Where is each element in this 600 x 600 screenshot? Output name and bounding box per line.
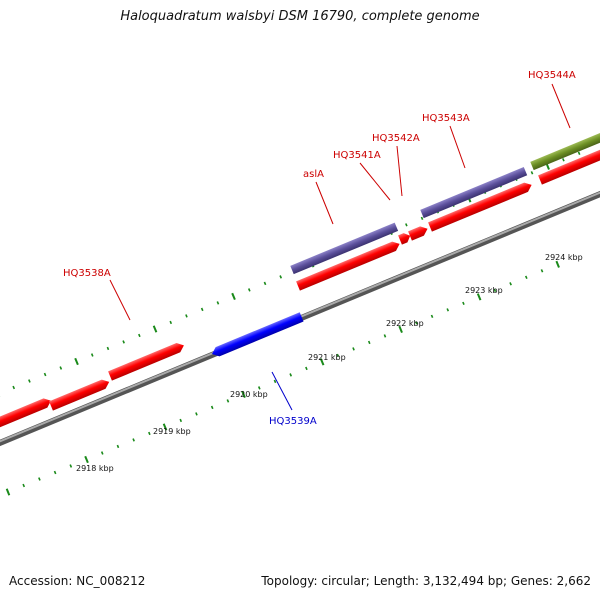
- upper-scale-tick: [247, 288, 251, 292]
- lower-scale-tick: [415, 321, 418, 325]
- scale-label-2923: 2923 kbp: [465, 286, 503, 295]
- scale-label-2919: 2919 kbp: [153, 427, 191, 436]
- lower-scale-tick: [336, 353, 340, 358]
- upper-scale-tick: [122, 340, 125, 344]
- upper-scale-tick: [12, 385, 16, 390]
- lower-scale-tick: [305, 366, 308, 371]
- upper-scale-tick: [28, 379, 31, 383]
- gene-hq3538a: [108, 343, 184, 381]
- gene-arrow-2: [49, 379, 110, 411]
- upper-scale-tick: [577, 151, 581, 156]
- upper-scale-tick: [405, 223, 408, 227]
- upper-scale-tick: [169, 320, 173, 325]
- label-hq3541a: HQ3541A: [333, 150, 381, 161]
- lower-scale-tick: [84, 455, 89, 464]
- upper-scale-tick: [185, 314, 188, 318]
- lower-scale-tick: [226, 399, 230, 403]
- lower-scale-tick: [241, 390, 246, 398]
- lower-scale-tick: [319, 358, 325, 366]
- label-hq3538a: HQ3538A: [63, 268, 111, 279]
- lower-scale-tick: [195, 412, 198, 416]
- scale-labels: 2918 kbp 2919 kbp 2920 kbp 2921 kbp 2922…: [76, 253, 583, 473]
- label-leaders: [109, 83, 571, 411]
- upper-scale-tick: [152, 325, 158, 333]
- gene-arrow-1: [0, 398, 51, 431]
- label-hq3539a: HQ3539A: [269, 416, 317, 427]
- label-hq3543a: HQ3543A: [422, 113, 470, 124]
- lower-scale-tick: [273, 379, 277, 384]
- lower-scale-tick: [100, 451, 104, 455]
- upper-scale-tick: [59, 366, 63, 370]
- upper-scale-tick: [530, 171, 534, 175]
- scale-label-2924: 2924 kbp: [545, 253, 583, 262]
- cds-hq3543a: [420, 166, 528, 219]
- lower-scale-tick: [5, 488, 11, 496]
- lower-scale-tick: [148, 431, 151, 436]
- scale-label-2918: 2918 kbp: [76, 464, 114, 473]
- upper-scale-tick: [562, 158, 565, 162]
- lower-scale-tick: [38, 477, 41, 481]
- lower-scale-tick: [132, 438, 135, 442]
- gene-hq3543a: [428, 182, 532, 232]
- lower-scale-tick: [493, 288, 497, 293]
- cds-track: [290, 129, 600, 275]
- upper-scale-tick: [200, 307, 204, 312]
- upper-scale-tick: [106, 346, 110, 351]
- genome-title: Haloquadratum walsbyi DSM 16790, complet…: [120, 9, 480, 24]
- upper-scale-tick: [138, 333, 141, 338]
- gene-track-reverse: [212, 312, 304, 357]
- lower-scale-tick: [509, 282, 512, 286]
- upper-scale-tick: [216, 301, 220, 305]
- upper-scale-tick: [279, 275, 283, 279]
- genome-summary-text: Topology: circular; Length: 3,132,494 bp…: [261, 574, 591, 588]
- scale-label-2921: 2921 kbp: [308, 353, 346, 362]
- lower-scale-tick: [540, 269, 544, 273]
- upper-scale-tick: [90, 353, 94, 357]
- upper-scale-tick: [43, 372, 47, 377]
- cds-asla: [290, 222, 399, 275]
- label-asla: aslA: [303, 169, 324, 180]
- lower-scale-tick: [446, 308, 450, 312]
- accession-text: Accession: NC_008212: [9, 574, 146, 588]
- label-hq3542a: HQ3542A: [372, 133, 420, 144]
- scale-label-2922: 2922 kbp: [386, 319, 424, 328]
- lower-scale-tick: [210, 405, 214, 410]
- gene-hq3539a: [212, 312, 304, 357]
- lower-scale-tick: [398, 325, 403, 333]
- lower-scale-tick: [289, 373, 293, 377]
- cds-hq3544a: [530, 129, 600, 171]
- lower-scale-tick: [462, 301, 465, 306]
- lower-scale-tick: [352, 347, 355, 351]
- upper-scale-tick: [231, 292, 236, 300]
- lower-scale-tick: [476, 293, 482, 301]
- gene-hq3544a: [538, 144, 600, 185]
- gene-hq3541a: [398, 233, 411, 245]
- lower-scale-tick: [162, 423, 168, 431]
- upper-scale-tick: [420, 216, 424, 221]
- lower-scale-tick: [179, 418, 183, 423]
- gene-track-forward: [0, 144, 600, 431]
- lower-scale-tick: [22, 483, 26, 488]
- lower-scale-tick: [383, 334, 387, 338]
- lower-scale-tick: [367, 340, 371, 345]
- lower-scale-tick: [555, 260, 560, 268]
- upper-scale-tick: [74, 357, 79, 366]
- gene-asla: [296, 241, 400, 291]
- gene-hq3542a: [408, 226, 428, 241]
- lower-scale-tick: [116, 444, 120, 449]
- upper-scale-tick: [263, 281, 267, 286]
- lower-scale-tick: [430, 314, 434, 319]
- lower-scale-tick: [69, 464, 73, 468]
- gene-labels: HQ3538A HQ3539A aslA HQ3541A HQ3542A HQ3…: [63, 70, 576, 427]
- lower-scale-tick: [53, 470, 57, 475]
- lower-tick-track: [5, 260, 560, 496]
- lower-scale-tick: [257, 386, 261, 390]
- label-hq3544a: HQ3544A: [528, 70, 576, 81]
- scale-label-2920: 2920 kbp: [230, 390, 268, 399]
- lower-scale-tick: [524, 275, 528, 280]
